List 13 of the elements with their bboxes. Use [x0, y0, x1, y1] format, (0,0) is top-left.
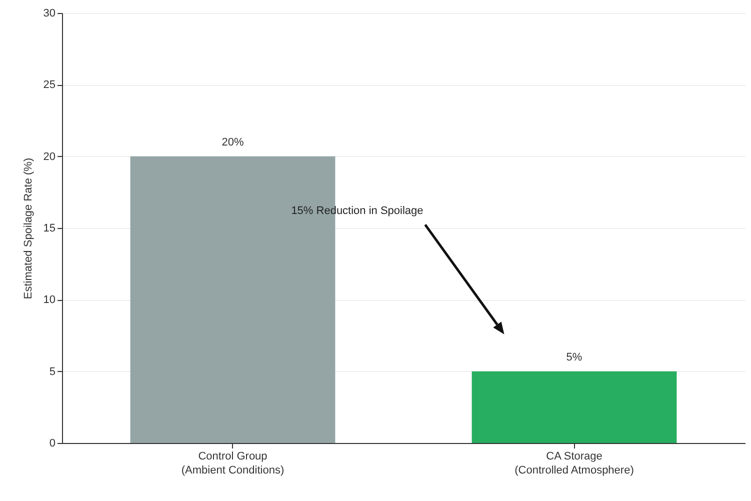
x-tick-label: Control Group (Ambient Conditions) [181, 450, 284, 476]
y-tick-label: 30 [43, 8, 56, 20]
data-label: 20% [222, 136, 244, 148]
y-tick-label: 5 [49, 366, 56, 378]
y-tick-label: 0 [49, 438, 56, 450]
x-tick-label: CA Storage (Controlled Atmosphere) [514, 450, 634, 476]
y-axis-title: Estimated Spoilage Rate (%) [22, 158, 34, 300]
y-tick-label: 10 [43, 294, 56, 306]
y-tick-label: 20 [43, 150, 56, 163]
y-tick-label: 25 [43, 79, 56, 92]
annotation: 15% Reduction in Spoilage [291, 204, 424, 217]
data-label: 5% [566, 351, 582, 364]
y-tick-label: 15 [43, 222, 56, 234]
